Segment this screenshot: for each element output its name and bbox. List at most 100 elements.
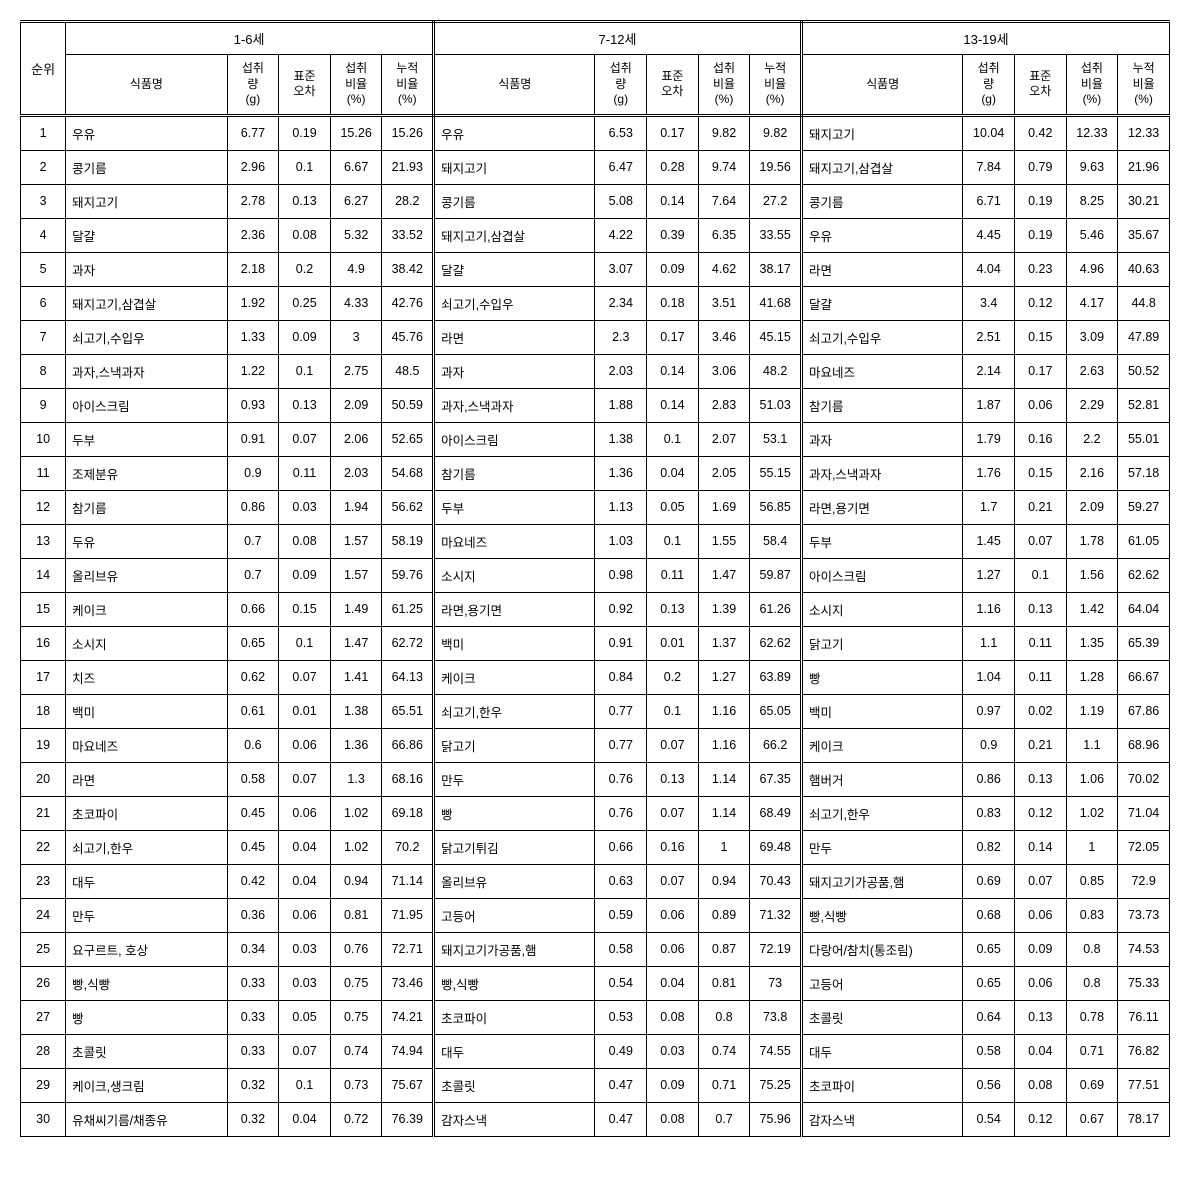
- table-cell: 63.89: [750, 660, 802, 694]
- table-row: 21초코파이0.450.061.0269.18빵0.760.071.1468.4…: [21, 796, 1170, 830]
- table-cell: 54.68: [382, 456, 434, 490]
- table-cell: 0.79: [1014, 150, 1066, 184]
- table-cell: 6.71: [963, 184, 1015, 218]
- table-row: 22쇠고기,한우0.450.041.0270.2닭고기튀김0.660.16169…: [21, 830, 1170, 864]
- table-cell: 0.69: [963, 864, 1015, 898]
- table-cell: 74.53: [1118, 932, 1170, 966]
- table-cell: 1.41: [330, 660, 382, 694]
- table-cell: 6.67: [330, 150, 382, 184]
- table-cell: 빵,식빵: [801, 898, 962, 932]
- table-cell: 콩기름: [434, 184, 595, 218]
- table-cell: 2.05: [698, 456, 750, 490]
- table-cell: 68.16: [382, 762, 434, 796]
- table-cell: 햄버거: [801, 762, 962, 796]
- table-cell: 닭고기: [434, 728, 595, 762]
- table-cell: 16: [21, 626, 66, 660]
- table-cell: 9.74: [698, 150, 750, 184]
- table-cell: 0.2: [279, 252, 331, 286]
- table-cell: 10.04: [963, 115, 1015, 150]
- table-cell: 2.03: [330, 456, 382, 490]
- table-body: 1우유6.770.1915.2615.26우유6.530.179.829.82돼…: [21, 115, 1170, 1136]
- table-cell: 50.52: [1118, 354, 1170, 388]
- table-cell: 1.16: [698, 694, 750, 728]
- header-name-1: 식품명: [66, 55, 227, 116]
- table-cell: 달걀: [801, 286, 962, 320]
- table-cell: 0.07: [647, 796, 699, 830]
- table-cell: 0.03: [279, 966, 331, 1000]
- table-cell: 0.21: [1014, 490, 1066, 524]
- table-cell: 과자: [801, 422, 962, 456]
- table-cell: 3.06: [698, 354, 750, 388]
- table-cell: 5: [21, 252, 66, 286]
- table-cell: 3.46: [698, 320, 750, 354]
- table-cell: 2: [21, 150, 66, 184]
- table-cell: 대두: [66, 864, 227, 898]
- table-cell: 41.68: [750, 286, 802, 320]
- table-cell: 소시지: [434, 558, 595, 592]
- table-cell: 70.43: [750, 864, 802, 898]
- table-cell: 0.86: [963, 762, 1015, 796]
- table-cell: 0.8: [1066, 932, 1118, 966]
- table-cell: 18: [21, 694, 66, 728]
- table-cell: 0.04: [1014, 1034, 1066, 1068]
- table-cell: 1.06: [1066, 762, 1118, 796]
- table-cell: 2.06: [330, 422, 382, 456]
- table-cell: 55.01: [1118, 422, 1170, 456]
- table-row: 6돼지고기,삼겹살1.920.254.3342.76쇠고기,수입우2.340.1…: [21, 286, 1170, 320]
- table-cell: 0.53: [595, 1000, 647, 1034]
- table-cell: 71.32: [750, 898, 802, 932]
- table-cell: 69.18: [382, 796, 434, 830]
- table-cell: 케이크,생크림: [66, 1068, 227, 1102]
- table-cell: 라면,용기면: [801, 490, 962, 524]
- table-cell: 백미: [66, 694, 227, 728]
- table-cell: 3.51: [698, 286, 750, 320]
- table-cell: 마요네즈: [434, 524, 595, 558]
- table-cell: 64.13: [382, 660, 434, 694]
- table-cell: 65.05: [750, 694, 802, 728]
- table-cell: 75.33: [1118, 966, 1170, 1000]
- table-cell: 2.36: [227, 218, 279, 252]
- table-cell: 57.18: [1118, 456, 1170, 490]
- table-cell: 12.33: [1118, 115, 1170, 150]
- table-cell: 라면: [66, 762, 227, 796]
- table-cell: 44.8: [1118, 286, 1170, 320]
- table-cell: 9.82: [750, 115, 802, 150]
- table-row: 15케이크0.660.151.4961.25라면,용기면0.920.131.39…: [21, 592, 1170, 626]
- table-cell: 15.26: [330, 115, 382, 150]
- table-cell: 0.58: [227, 762, 279, 796]
- table-cell: 0.8: [1066, 966, 1118, 1000]
- table-cell: 66.86: [382, 728, 434, 762]
- table-cell: 74.21: [382, 1000, 434, 1034]
- table-cell: 라면: [801, 252, 962, 286]
- table-cell: 71.95: [382, 898, 434, 932]
- table-cell: 0.1: [279, 626, 331, 660]
- table-cell: 22: [21, 830, 66, 864]
- table-cell: 1.56: [1066, 558, 1118, 592]
- table-cell: 59.76: [382, 558, 434, 592]
- table-row: 8과자,스낵과자1.220.12.7548.5과자2.030.143.0648.…: [21, 354, 1170, 388]
- table-cell: 초코파이: [434, 1000, 595, 1034]
- table-cell: 아이스크림: [66, 388, 227, 422]
- table-cell: 만두: [801, 830, 962, 864]
- table-row: 17치즈0.620.071.4164.13케이크0.840.21.2763.89…: [21, 660, 1170, 694]
- table-cell: 0.62: [227, 660, 279, 694]
- table-cell: 0.33: [227, 1000, 279, 1034]
- table-cell: 2.78: [227, 184, 279, 218]
- table-cell: 2.16: [1066, 456, 1118, 490]
- table-cell: 0.06: [279, 898, 331, 932]
- table-cell: 0.1: [279, 354, 331, 388]
- table-cell: 0.7: [698, 1102, 750, 1136]
- table-cell: 3.09: [1066, 320, 1118, 354]
- table-cell: 77.51: [1118, 1068, 1170, 1102]
- table-cell: 감자스낵: [801, 1102, 962, 1136]
- table-cell: 0.94: [330, 864, 382, 898]
- table-cell: 73.46: [382, 966, 434, 1000]
- table-cell: 0.07: [279, 660, 331, 694]
- table-cell: 72.71: [382, 932, 434, 966]
- table-cell: 0.07: [279, 762, 331, 796]
- table-cell: 0.34: [227, 932, 279, 966]
- table-cell: 66.67: [1118, 660, 1170, 694]
- table-cell: 돼지고기: [801, 115, 962, 150]
- table-cell: 14: [21, 558, 66, 592]
- table-cell: 68.49: [750, 796, 802, 830]
